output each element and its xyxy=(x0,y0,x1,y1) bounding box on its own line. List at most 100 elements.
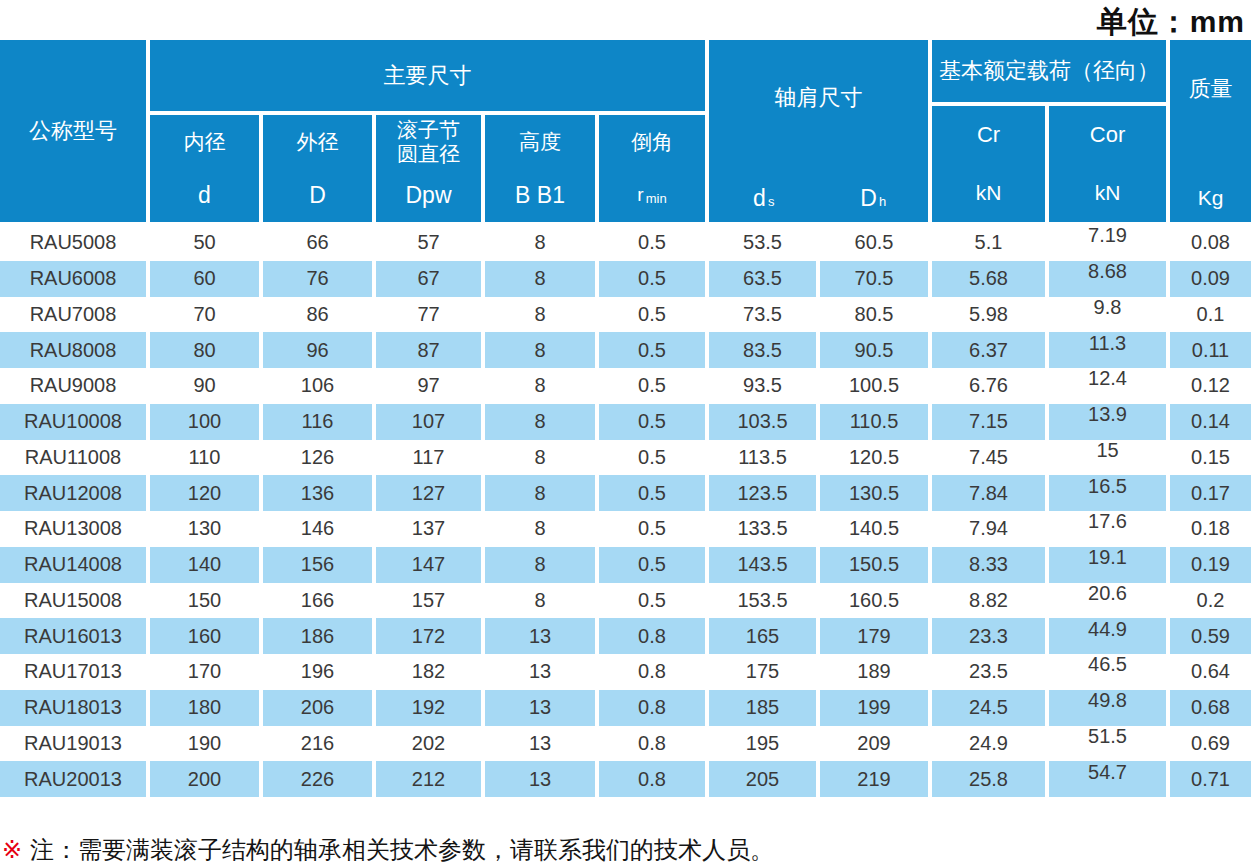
value-cell: 123.5 xyxy=(709,475,816,511)
table-row: RAU500850665780.553.560.55.17.190.08 xyxy=(0,225,1251,261)
value-cell: 137 xyxy=(376,511,481,547)
value-cell: 156 xyxy=(263,547,372,583)
value-cell: 202 xyxy=(376,726,481,762)
value-cell: 0.64 xyxy=(1170,654,1251,690)
value-cell: 190 xyxy=(150,726,259,762)
value-cell: 127 xyxy=(376,475,481,511)
value-cell: 0.8 xyxy=(599,654,705,690)
model-cell: RAU20013 xyxy=(0,761,146,797)
value-cell: 77 xyxy=(376,297,481,333)
value-cell: 0.8 xyxy=(599,618,705,654)
value-cell: 120 xyxy=(150,475,259,511)
table-row: RAU9008901069780.593.5100.56.7612.40.12 xyxy=(0,368,1251,404)
header-height-label: 高度 xyxy=(519,130,561,154)
header-cr-label-wrap: Cr xyxy=(932,106,1045,164)
header-cr: Cr kN xyxy=(932,106,1045,222)
header-dh-symbol: Dh xyxy=(819,175,929,222)
value-cell: 19.1 xyxy=(1049,547,1166,583)
header-load-group: 基本额定载荷（径向） xyxy=(932,40,1166,102)
value-cell: 46.5 xyxy=(1049,654,1166,690)
value-cell: 120.5 xyxy=(820,440,928,476)
model-cell: RAU12008 xyxy=(0,475,146,511)
value-cell: 140.5 xyxy=(820,511,928,547)
value-cell: 117 xyxy=(376,440,481,476)
value-cell: 195 xyxy=(709,726,816,762)
value-cell: 212 xyxy=(376,761,481,797)
value-cell: 16.5 xyxy=(1049,475,1166,511)
value-cell: 0.1 xyxy=(1170,297,1251,333)
table-row: RAU1500815016615780.5153.5160.58.8220.60… xyxy=(0,583,1251,619)
value-cell: 25.8 xyxy=(932,761,1045,797)
header-cr-unit: kN xyxy=(976,181,1002,205)
table-row: RAU20013200226212130.820521925.854.70.71 xyxy=(0,761,1251,797)
model-cell: RAU16013 xyxy=(0,618,146,654)
value-cell: 9.8 xyxy=(1049,297,1166,333)
value-cell: 150 xyxy=(150,583,259,619)
table-row: RAU1200812013612780.5123.5130.57.8416.50… xyxy=(0,475,1251,511)
value-cell: 106 xyxy=(263,368,372,404)
value-cell: 87 xyxy=(376,332,481,368)
value-cell: 11.3 xyxy=(1049,332,1166,368)
value-cell: 110 xyxy=(150,440,259,476)
value-cell: 8 xyxy=(485,225,595,261)
header-bore-symbol: d xyxy=(198,182,211,208)
value-cell: 130 xyxy=(150,511,259,547)
header-pitch-label-line1: 滚子节 xyxy=(397,118,460,142)
header-outer-symbol: D xyxy=(309,182,326,208)
header-load-label: 基本额定载荷（径向） xyxy=(939,58,1159,83)
value-cell: 0.09 xyxy=(1170,261,1251,297)
value-cell: 8 xyxy=(485,332,595,368)
header-mass-group: 质量 Kg xyxy=(1170,40,1251,222)
header-cor: Cor kN xyxy=(1049,106,1166,222)
value-cell: 192 xyxy=(376,690,481,726)
header-pitch-symbol: Dpw xyxy=(405,182,451,208)
value-cell: 15 xyxy=(1049,440,1166,476)
header-chamfer-label: 倒角 xyxy=(631,130,673,154)
value-cell: 8 xyxy=(485,440,595,476)
value-cell: 185 xyxy=(709,690,816,726)
value-cell: 0.5 xyxy=(599,368,705,404)
value-cell: 6.37 xyxy=(932,332,1045,368)
value-cell: 49.8 xyxy=(1049,690,1166,726)
table-row: RAU600860766780.563.570.55.688.680.09 xyxy=(0,261,1251,297)
model-cell: RAU10008 xyxy=(0,404,146,440)
value-cell: 8.68 xyxy=(1049,261,1166,297)
value-cell: 133.5 xyxy=(709,511,816,547)
table-row: RAU1300813014613780.5133.5140.57.9417.60… xyxy=(0,511,1251,547)
value-cell: 0.8 xyxy=(599,690,705,726)
header-mass-unit: Kg xyxy=(1198,186,1224,210)
model-cell: RAU13008 xyxy=(0,511,146,547)
value-cell: 0.59 xyxy=(1170,618,1251,654)
header-pitch: 滚子节 圆直径 Dpw xyxy=(376,115,481,222)
header-chamfer-symbol-wrap: rmin xyxy=(599,169,705,223)
value-cell: 8 xyxy=(485,511,595,547)
header-chamfer: 倒角 rmin xyxy=(599,115,705,222)
value-cell: 7.19 xyxy=(1049,225,1166,261)
table-row: RAU1000810011610780.5103.5110.57.1513.90… xyxy=(0,404,1251,440)
table-row: RAU700870867780.573.580.55.989.80.1 xyxy=(0,297,1251,333)
value-cell: 0.8 xyxy=(599,726,705,762)
header-mass-unit-wrap: Kg xyxy=(1170,175,1251,222)
value-cell: 199 xyxy=(820,690,928,726)
header-height-symbol-wrap: B B1 xyxy=(485,169,595,223)
header-main-dims-group: 主要尺寸 xyxy=(150,40,705,111)
value-cell: 0.19 xyxy=(1170,547,1251,583)
value-cell: 160.5 xyxy=(820,583,928,619)
value-cell: 7.84 xyxy=(932,475,1045,511)
value-cell: 130.5 xyxy=(820,475,928,511)
value-cell: 8 xyxy=(485,583,595,619)
value-cell: 13 xyxy=(485,690,595,726)
model-cell: RAU8008 xyxy=(0,332,146,368)
value-cell: 0.5 xyxy=(599,404,705,440)
header-model-label: 公称型号 xyxy=(29,118,117,143)
value-cell: 0.5 xyxy=(599,440,705,476)
value-cell: 8 xyxy=(485,261,595,297)
header-bore: 内径 d xyxy=(150,115,259,222)
header-ds-symbol: ds xyxy=(709,175,819,222)
table-row: RAU17013170196182130.817518923.546.50.64 xyxy=(0,654,1251,690)
value-cell: 126 xyxy=(263,440,372,476)
value-cell: 8 xyxy=(485,297,595,333)
value-cell: 0.5 xyxy=(599,547,705,583)
value-cell: 80 xyxy=(150,332,259,368)
table-row: RAU800880968780.583.590.56.3711.30.11 xyxy=(0,332,1251,368)
